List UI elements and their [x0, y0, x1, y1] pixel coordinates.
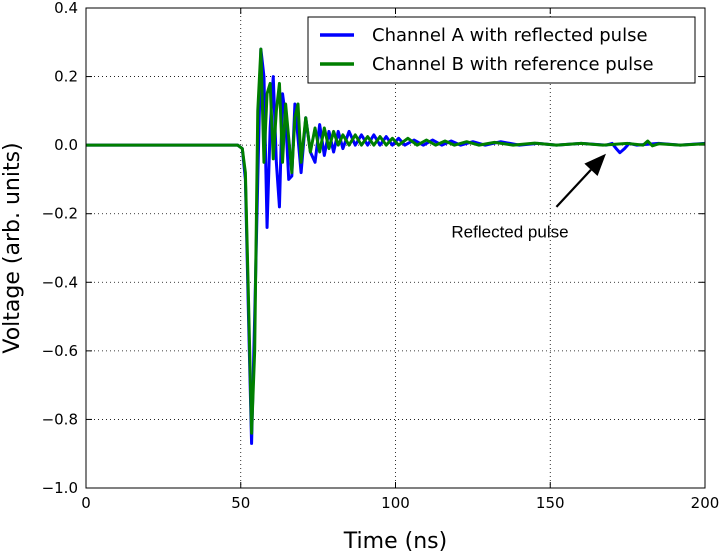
plot-frame	[85, 7, 706, 489]
annotation-text: Reflected pulse	[451, 223, 568, 242]
series-line-channel-b	[86, 47, 705, 435]
y-axis-label: Voltage (arb. units)	[0, 142, 25, 353]
x-axis-label: Time (ns)	[343, 529, 447, 552]
legend-label: Channel B with reference pulse	[372, 54, 654, 75]
series-group	[86, 47, 705, 445]
x-tick-label: 150	[536, 494, 565, 512]
legend: Channel A with reflected pulse Channel B …	[307, 16, 696, 84]
legend-box	[307, 16, 696, 84]
y-tick-label: −1.0	[42, 479, 78, 497]
y-tick-label: −0.4	[42, 273, 78, 291]
x-tick-label: 0	[81, 494, 91, 512]
y-tick-label: 0.4	[54, 0, 78, 17]
y-tick-label: 0.0	[54, 136, 78, 154]
legend-label: Channel A with reflected pulse	[372, 25, 648, 46]
y-tick-label: 0.2	[54, 68, 78, 86]
annotation-arrow-head	[584, 153, 606, 176]
y-tick-label: −0.2	[42, 205, 78, 223]
annotation-arrow	[555, 169, 592, 208]
plot-area	[86, 47, 705, 445]
y-tick-label: −0.8	[42, 410, 78, 428]
x-tick-label: 200	[691, 494, 719, 512]
x-tick-label: 50	[231, 494, 250, 512]
x-tick-label: 100	[381, 494, 410, 512]
ticks: 0 50 100 150 200 0.4 0.2 0.0 −0.2 −0.4 −0.6 −0.8 −1.…	[42, 0, 719, 512]
annotation-group: Reflected pulse	[451, 153, 606, 242]
y-tick-label: −0.6	[42, 342, 78, 360]
